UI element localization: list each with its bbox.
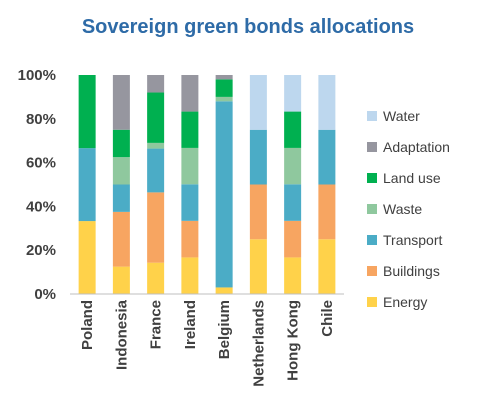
x-category-label: Ireland: [182, 300, 199, 349]
bar-segment-waste: [181, 147, 199, 185]
bar-segment-transport: [318, 129, 336, 185]
bar-segment-buildings: [284, 220, 302, 258]
bar-segment-buildings: [318, 184, 336, 240]
bars-group: [78, 75, 336, 295]
bar-segment-adaptation: [215, 75, 233, 80]
bar-segment-buildings: [181, 220, 199, 258]
y-tick-label: 80%: [26, 111, 56, 128]
bar-segment-land-use: [112, 129, 130, 158]
bar-segment-transport: [284, 184, 302, 221]
bar-segment-adaptation: [147, 75, 165, 93]
legend-label: Buildings: [383, 263, 440, 279]
legend-label: Land use: [383, 170, 441, 186]
legend-swatch: [367, 297, 377, 307]
bar-segment-water: [249, 75, 267, 130]
legend-label: Energy: [383, 294, 427, 310]
x-category-label: France: [148, 300, 165, 349]
y-tick-label: 60%: [26, 155, 56, 172]
y-tick-label: 40%: [26, 198, 56, 215]
bar-segment-transport: [181, 184, 199, 221]
legend-swatch: [367, 142, 377, 152]
legend-label: Transport: [383, 232, 443, 248]
legend-swatch: [367, 266, 377, 276]
bar-segment-land-use: [181, 111, 199, 148]
legend-swatch: [367, 235, 377, 245]
bar-segment-transport: [78, 148, 96, 222]
bar-segment-energy: [215, 287, 233, 294]
legend-swatch: [367, 111, 377, 121]
bar-segment-waste: [215, 96, 233, 102]
bar-segment-buildings: [249, 184, 267, 240]
bar-segment-adaptation: [181, 75, 199, 112]
bar-segment-energy: [112, 266, 130, 295]
x-category-label: Chile: [319, 300, 336, 337]
bar-segment-transport: [249, 129, 267, 185]
bar-segment-water: [318, 75, 336, 130]
bar-segment-waste: [284, 147, 302, 185]
chart-title: Sovereign green bonds allocations: [81, 16, 415, 38]
bar-segment-water: [284, 75, 302, 112]
bar-segment-energy: [78, 221, 96, 294]
x-category-label: Hong Kong: [285, 300, 302, 381]
bar-segment-energy: [147, 262, 165, 294]
bar-segment-buildings: [112, 211, 130, 267]
bar-segment-transport: [112, 184, 130, 212]
legend-swatch: [367, 204, 377, 214]
bar-segment-land-use: [147, 92, 165, 143]
x-category-label: Netherlands: [250, 300, 267, 387]
bar-segment-energy: [181, 257, 199, 294]
bar-segment-waste: [112, 157, 130, 185]
y-tick-label: 100%: [18, 67, 56, 84]
bar-segment-buildings: [147, 192, 165, 263]
bar-segment-adaptation: [112, 75, 130, 130]
x-category-label: Indonesia: [113, 299, 130, 370]
x-category-label: Poland: [79, 300, 96, 350]
legend-swatch: [367, 173, 377, 183]
legend-label: Adaptation: [383, 139, 450, 155]
bar-segment-transport: [147, 148, 165, 193]
legend-label: Water: [383, 108, 420, 124]
x-category-label: Belgium: [216, 300, 233, 359]
legend: Water Adaptation Land use Waste Transport Bui…: [367, 108, 450, 310]
bar-segment-land-use: [215, 79, 233, 97]
bar-segment-energy: [249, 239, 267, 294]
bar-segment-transport: [215, 101, 233, 288]
bar-segment-energy: [318, 239, 336, 294]
y-tick-label: 0%: [34, 286, 56, 303]
bar-segment-waste: [147, 142, 165, 149]
y-axis-ticks: 0% 20% 40% 60% 80% 100%: [18, 67, 56, 303]
category-labels: Poland Indonesia France Ireland Belgium Nethe…: [79, 299, 336, 386]
y-tick-label: 20%: [26, 242, 56, 259]
legend-label: Waste: [383, 201, 422, 217]
bar-segment-land-use: [284, 111, 302, 148]
bar-segment-land-use: [78, 75, 96, 149]
bar-segment-energy: [284, 257, 302, 294]
